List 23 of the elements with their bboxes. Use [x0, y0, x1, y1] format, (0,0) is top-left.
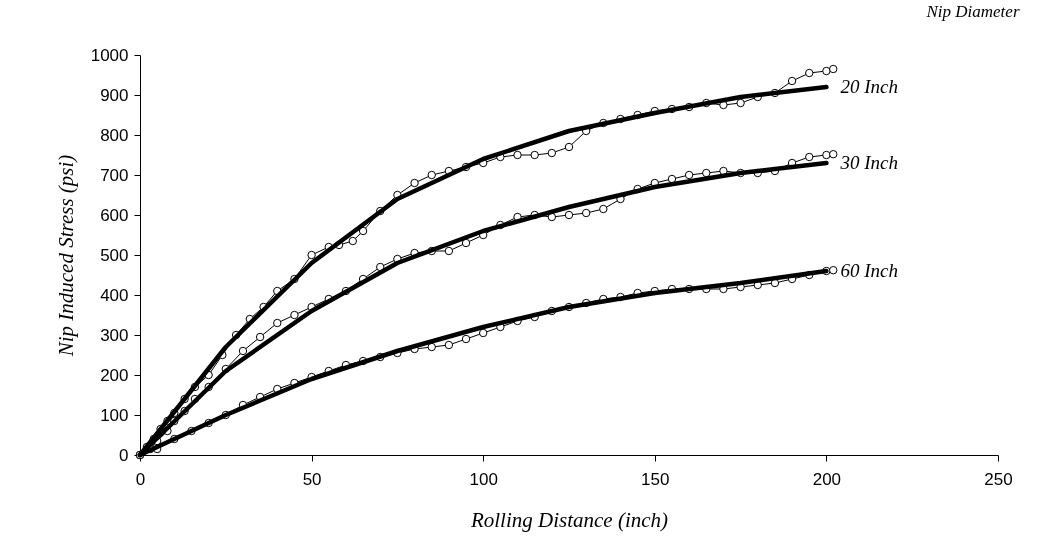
- y-tick-label: 600: [100, 205, 129, 225]
- x-tick-label: 200: [812, 469, 842, 489]
- y-tick-label: 100: [100, 405, 129, 425]
- y-tick-label: 1000: [90, 45, 129, 65]
- series-label: 30 Inch: [839, 152, 898, 173]
- y-tick-label: 300: [100, 325, 129, 345]
- y-axis-title: Nip Induced Stress (psi): [53, 154, 78, 358]
- y-tick-label: 0: [119, 445, 129, 465]
- y-tick-label: 800: [100, 125, 129, 145]
- x-axis-title: Rolling Distance (inch): [469, 507, 669, 532]
- x-tick-label: 50: [302, 469, 322, 489]
- legend-title: Nip Diameter: [925, 2, 1020, 21]
- y-tick-label: 200: [100, 365, 129, 385]
- y-tick-label: 700: [100, 165, 129, 185]
- y-tick-label: 400: [100, 285, 129, 305]
- x-tick-label: 100: [469, 469, 498, 489]
- x-tick-label: 0: [135, 469, 146, 489]
- series-label: 20 Inch: [840, 76, 898, 97]
- x-tick-label: 250: [984, 469, 1013, 489]
- x-tick-label: 150: [641, 469, 670, 489]
- series-label: 60 Inch: [840, 260, 898, 281]
- y-tick-label: 500: [100, 245, 129, 265]
- y-tick-label: 900: [100, 85, 129, 105]
